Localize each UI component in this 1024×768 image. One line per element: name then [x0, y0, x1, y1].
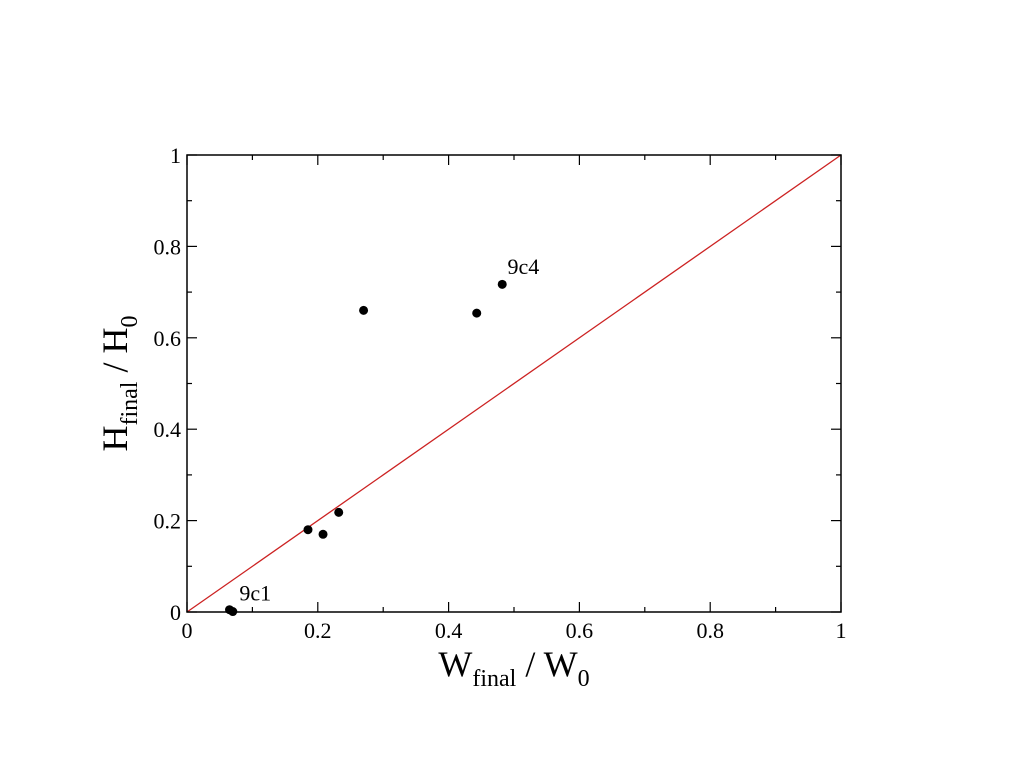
point-annotation: 9c1 — [239, 581, 271, 606]
data-point — [497, 279, 507, 289]
y-label-sub: final — [117, 381, 143, 425]
x-label-sub: final — [472, 666, 516, 692]
points-layer — [225, 279, 507, 617]
x-tick-label: 0.2 — [304, 618, 332, 643]
x-tick-label: 0.6 — [566, 618, 594, 643]
x-axis-label: Wfinal / W0 — [438, 644, 589, 692]
y-tick-label: 0.6 — [154, 326, 182, 351]
x-tick-label: 0 — [182, 618, 193, 643]
x-label-suffix: / W — [516, 644, 577, 684]
point-annotation: 9c4 — [507, 254, 539, 279]
y-tick-label: 0.2 — [154, 509, 182, 534]
data-point — [334, 507, 344, 517]
y-label-main: H — [95, 425, 135, 451]
x-tick-label: 1 — [836, 618, 847, 643]
plot-frame — [186, 154, 842, 613]
y-tick-label: 0.4 — [154, 417, 182, 442]
annotations-layer: 9c4 9c1 — [239, 254, 539, 606]
reference-line — [186, 154, 842, 613]
x-label-suffix-sub: 0 — [578, 666, 590, 692]
ticks-layer: 0 0.2 0.4 0.6 0.8 1 0 0.2 0.4 0.6 0.8 1 — [154, 143, 847, 643]
y-axis-label: Hfinal / H0 — [95, 316, 143, 452]
y-label-suffix-sub: 0 — [117, 316, 143, 328]
x-label-main: W — [438, 644, 472, 684]
x-tick-label: 0.4 — [435, 618, 463, 643]
data-point — [359, 305, 369, 315]
reference-line-layer — [186, 154, 842, 613]
y-tick-label: 0.8 — [154, 234, 182, 259]
data-point — [318, 529, 328, 539]
x-tick-label: 0.8 — [696, 618, 724, 643]
data-point — [472, 308, 482, 318]
data-point — [303, 525, 313, 535]
y-tick-label: 0 — [170, 600, 181, 625]
y-label-suffix: / H — [95, 328, 135, 382]
y-tick-label: 1 — [170, 143, 181, 168]
